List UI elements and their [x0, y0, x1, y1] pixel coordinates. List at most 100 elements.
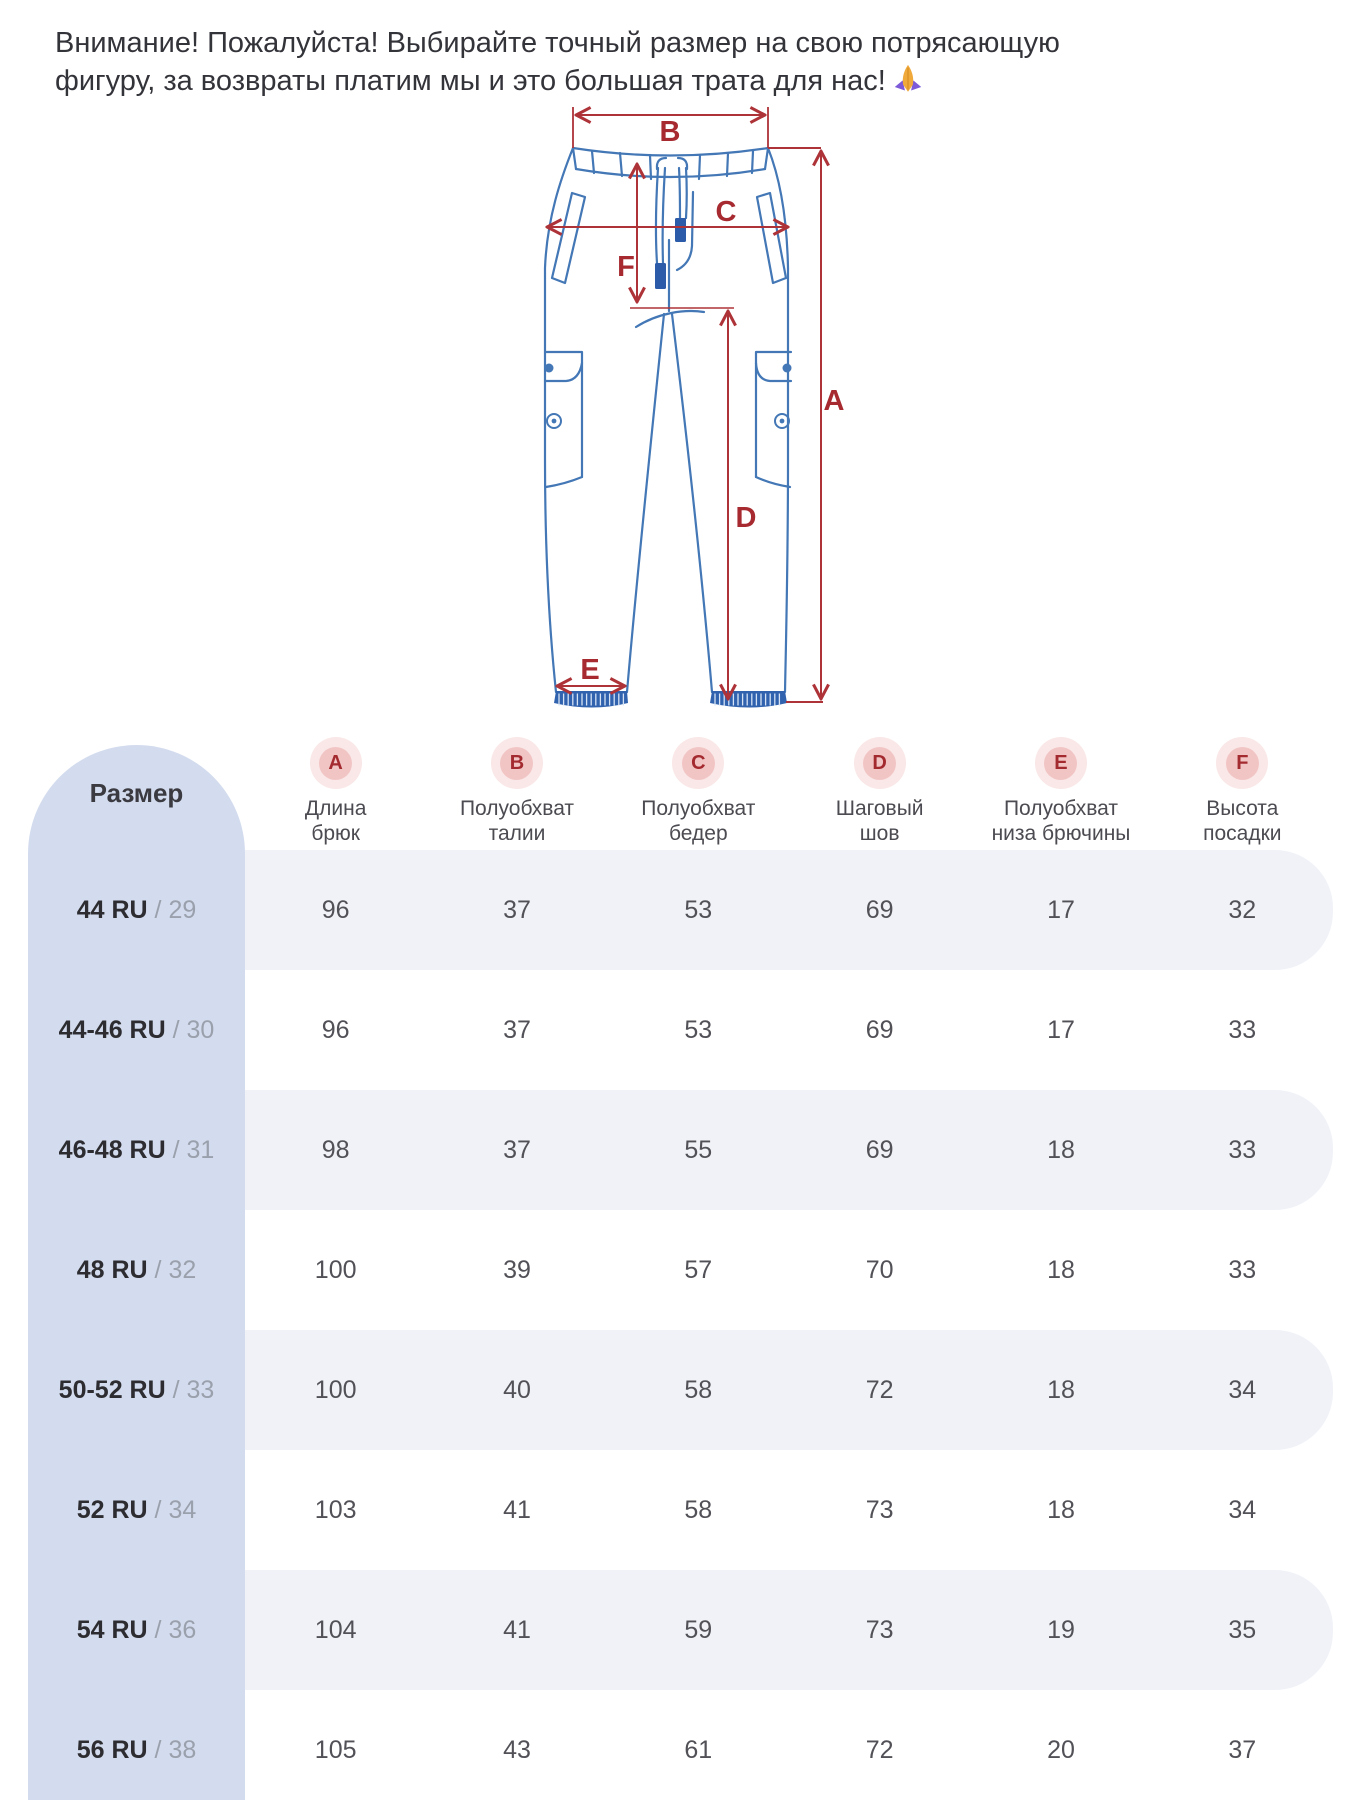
size-column-header: Размер [89, 777, 184, 808]
measurement-value: 100 [314, 1375, 357, 1404]
size-international: / 31 [165, 1135, 215, 1164]
column-header-a: A Длина брюк [245, 737, 426, 850]
measurement-value: 96 [321, 1015, 350, 1044]
measurement-value: 73 [865, 1495, 894, 1524]
measurement-value: 37 [503, 895, 531, 924]
measurement-value: 18 [1047, 1375, 1075, 1404]
column-headers: A Длина брюк B Полуобхват талии C Полуобхват бед… [245, 737, 1333, 850]
column-label-line1: Полуобхват [1003, 797, 1119, 820]
column-label-line2: талии [488, 821, 546, 845]
column-label-line1: Полуобхват [641, 797, 756, 820]
row-stripe [245, 1330, 1333, 1450]
size-ru: 50-52 RU [58, 1375, 166, 1404]
warning-line-1: Внимание! Пожалуйста! Выбирайте точный р… [55, 27, 1060, 59]
size-row-label: 50-52 RU / 33 [28, 1330, 245, 1450]
measurement-value: 53 [684, 895, 713, 924]
measurement-value: 103 [314, 1495, 357, 1524]
measurement-value: 58 [684, 1495, 713, 1524]
letter-badge-outer: E [1034, 737, 1087, 789]
size-row-label: 46-48 RU / 31 [28, 1090, 245, 1210]
size-column-background [28, 745, 245, 1800]
column-label-line2: бедер [669, 821, 728, 845]
size-row-label: 52 RU / 34 [28, 1450, 245, 1570]
folded-hands-emoji [892, 64, 924, 104]
letter-badge: D [863, 746, 897, 780]
column-label-line2: шов [859, 821, 900, 845]
size-ru: 44-46 RU [58, 1015, 166, 1044]
measurement-value: 100 [314, 1255, 357, 1284]
column-label-line1: Шаговый [835, 797, 924, 820]
drawstring-aglets [655, 218, 686, 289]
cuff-left [554, 691, 628, 708]
measure-label-c: C [716, 196, 737, 228]
measurement-value: 69 [865, 895, 894, 924]
size-international: / 32 [147, 1255, 197, 1284]
measurement-value: 72 [865, 1735, 894, 1764]
measurement-value: 18 [1047, 1255, 1075, 1284]
column-header-label: Высота посадки [1203, 797, 1281, 847]
measurement-value: 105 [314, 1735, 357, 1764]
letter-badge-outer: A [309, 737, 362, 789]
column-header-label: Полуобхват низа брючины [992, 797, 1131, 847]
column-label-line1: Высота [1206, 797, 1279, 820]
column-header-b: B Полуобхват талии [426, 737, 607, 850]
measurement-value: 32 [1228, 895, 1257, 924]
measurement-value: 73 [865, 1615, 894, 1644]
measure-label-d: D [736, 502, 757, 534]
size-international: / 36 [147, 1615, 197, 1644]
size-row-label: 44 RU / 29 [28, 850, 245, 970]
column-header-label: Полуобхват талии [460, 797, 574, 847]
measurement-value: 34 [1228, 1375, 1257, 1404]
letter-badge: E [1044, 746, 1078, 780]
measurement-value: 72 [865, 1375, 894, 1404]
measurement-value: 18 [1047, 1135, 1075, 1164]
table-row: 96 37 53 69 17 32 [245, 850, 1333, 970]
pants-measurement-diagram: B C F A D E [543, 0, 845, 708]
column-label-line2: посадки [1203, 821, 1282, 845]
table-row: 104 41 59 73 19 35 [245, 1570, 1333, 1690]
letter-badge-outer: F [1216, 737, 1269, 789]
measurement-value: 17 [1047, 895, 1075, 924]
size-ru: 52 RU [76, 1495, 148, 1524]
size-row-label: 54 RU / 36 [28, 1570, 245, 1690]
measurement-value: 37 [503, 1135, 531, 1164]
size-ru: 56 RU [76, 1735, 148, 1764]
column-label-line1: Длина [304, 797, 367, 820]
size-international: / 33 [165, 1375, 215, 1404]
letter-badge-outer: C [672, 737, 725, 789]
column-label-line1: Полуобхват [459, 797, 575, 820]
measurement-value: 53 [684, 1015, 713, 1044]
measurement-value: 41 [503, 1495, 531, 1524]
size-international: / 30 [165, 1015, 215, 1044]
measurement-value: 69 [865, 1015, 894, 1044]
pants-outline [543, 146, 793, 694]
table-row: 98 37 55 69 18 33 [245, 1090, 1333, 1210]
measurement-value: 58 [684, 1375, 713, 1404]
measurement-value: 33 [1228, 1255, 1257, 1284]
measurement-value: 35 [1228, 1615, 1257, 1644]
size-row-label: 48 RU / 32 [28, 1210, 245, 1330]
row-stripe [245, 1090, 1333, 1210]
measurement-arrows [549, 107, 823, 703]
letter-badge: C [681, 746, 715, 780]
return-warning-text: Внимание! Пожалуйста! Выбирайте точный р… [55, 24, 1295, 105]
column-label-line2: брюк [311, 821, 360, 845]
measurement-value: 39 [503, 1255, 531, 1284]
letter-badge-outer: B [490, 737, 543, 789]
measure-label-b: B [660, 116, 681, 148]
column-header-label: Шаговый шов [836, 797, 924, 847]
measurement-value: 18 [1047, 1495, 1075, 1524]
table-row: 105 43 61 72 20 37 [245, 1690, 1333, 1800]
measurement-value: 33 [1228, 1135, 1257, 1164]
row-stripe [245, 850, 1333, 970]
column-header-f: F Высота посадки [1152, 737, 1333, 850]
measurement-value: 17 [1047, 1015, 1075, 1044]
size-international: / 38 [147, 1735, 197, 1764]
measurement-value: 55 [684, 1135, 713, 1164]
column-header-d: D Шаговый шов [789, 737, 970, 850]
size-international: / 34 [147, 1495, 197, 1524]
measurement-value: 59 [684, 1615, 713, 1644]
measure-label-f: F [617, 251, 635, 283]
letter-badge: F [1225, 746, 1259, 780]
measurement-value: 61 [684, 1735, 713, 1764]
